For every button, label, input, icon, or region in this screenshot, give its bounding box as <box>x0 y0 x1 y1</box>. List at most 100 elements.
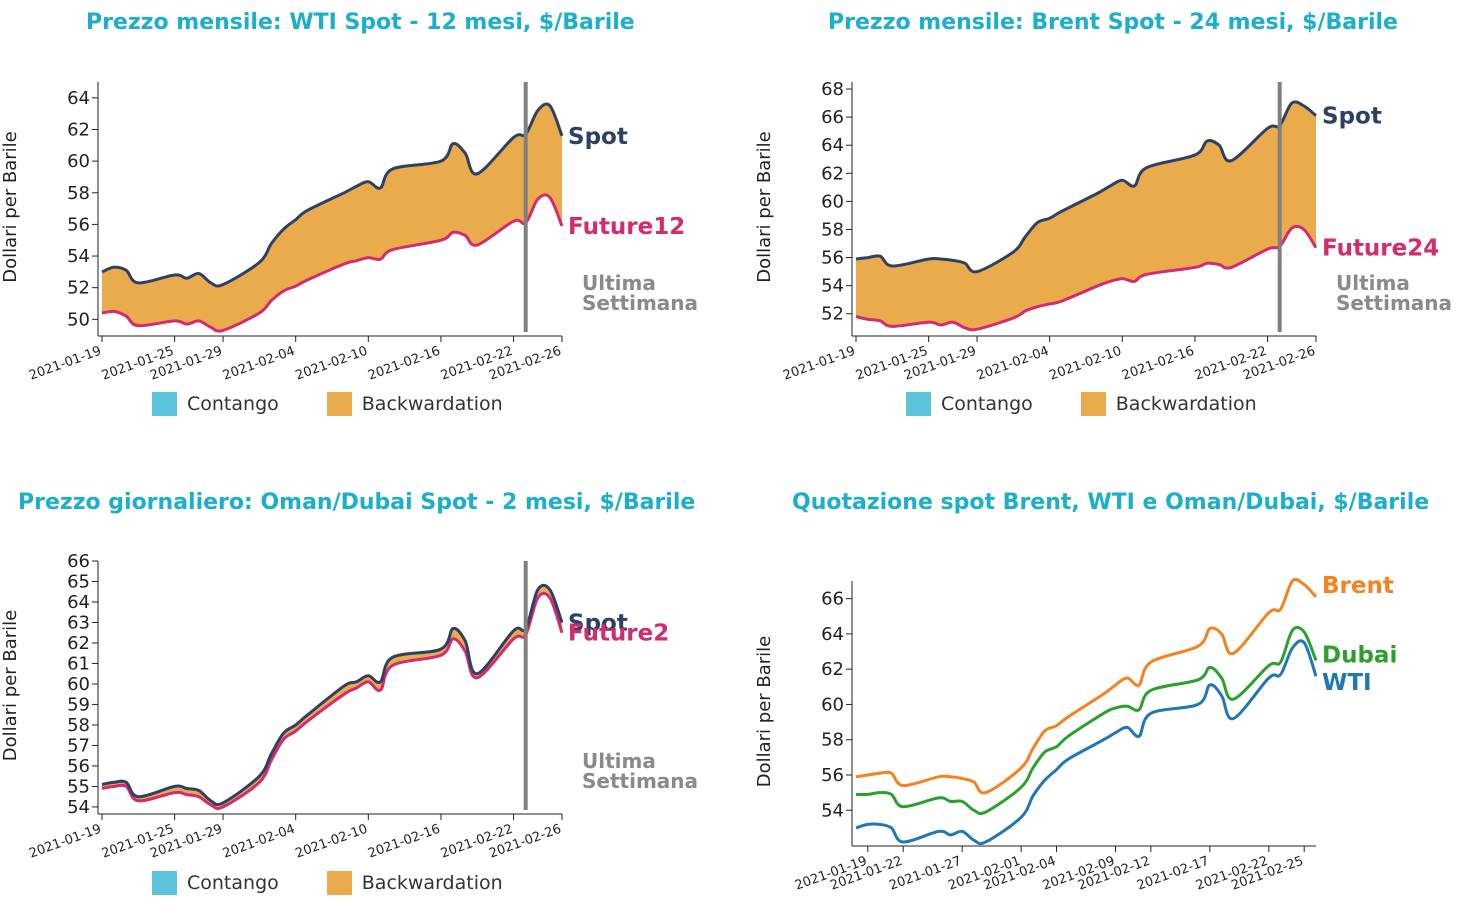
panel-dubai: Prezzo giornaliero: Oman/Dubai Spot - 2 … <box>0 458 742 917</box>
legend-label-contango: Contango <box>187 872 279 894</box>
spot-end-label: Spot <box>1322 104 1382 130</box>
legend-item-backwardation: Backwardation <box>326 392 503 416</box>
legend: Contango Backwardation <box>152 871 503 895</box>
x-tick-label: 2021-01-19 <box>781 344 857 384</box>
y-tick-label: 54 <box>67 246 90 267</box>
y-tick-label: 54 <box>821 276 844 297</box>
future-line <box>101 591 564 810</box>
y-tick-label: 56 <box>821 248 844 269</box>
y-tick-label: 60 <box>821 694 844 715</box>
panel-brent: Prezzo mensile: Brent Spot - 24 mesi, $/… <box>742 0 1484 450</box>
series-line-dubai <box>855 625 1318 816</box>
series-line-wti <box>855 639 1318 846</box>
y-tick-label: 58 <box>67 715 90 736</box>
y-tick-label: 52 <box>67 278 90 299</box>
series-line-brent <box>855 577 1318 795</box>
y-axis-label: Dollari per Barile <box>0 610 21 762</box>
y-tick-label: 62 <box>67 119 90 140</box>
contango-swatch <box>152 392 177 416</box>
legend: Contango Backwardation <box>152 392 503 416</box>
y-tick-label: 58 <box>821 730 844 751</box>
panel-comparison: Quotazione spot Brent, WTI e Oman/Dubai,… <box>742 458 1484 917</box>
chart-title: Prezzo mensile: Brent Spot - 24 mesi, $/… <box>828 10 1398 35</box>
chart-title: Prezzo giornaliero: Oman/Dubai Spot - 2 … <box>18 490 696 515</box>
y-axis-label: Dollari per Barile <box>0 131 21 283</box>
legend-label-backwardation: Backwardation <box>361 393 503 415</box>
future-line <box>855 224 1318 332</box>
future-end-label: Future2 <box>568 621 669 647</box>
spot-line <box>101 583 564 806</box>
y-tick-label: 54 <box>821 800 844 821</box>
legend-item-backwardation: Backwardation <box>1080 392 1257 416</box>
y-tick-label: 64 <box>67 88 90 109</box>
y-tick-label: 60 <box>67 674 90 695</box>
spot-line <box>855 100 1317 274</box>
backwardation-swatch <box>326 392 352 416</box>
week-label-line2: Settimana <box>582 769 698 793</box>
legend-item-contango: Contango <box>152 392 279 416</box>
x-tick-label: 2021-02-10 <box>1048 344 1124 384</box>
y-tick-label: 54 <box>67 797 90 818</box>
x-tick-label: 2021-02-16 <box>1120 344 1196 384</box>
future-line <box>101 193 564 333</box>
y-tick-label: 56 <box>67 214 90 235</box>
legend-label-backwardation: Backwardation <box>1115 393 1257 415</box>
y-tick-label: 52 <box>821 304 844 325</box>
x-tick-label: 2021-01-19 <box>27 344 103 384</box>
y-tick-label: 62 <box>821 163 844 184</box>
y-tick-label: 64 <box>821 135 844 156</box>
y-tick-label: 66 <box>67 551 90 572</box>
y-tick-label: 65 <box>67 571 90 592</box>
y-tick-label: 64 <box>67 592 90 613</box>
backwardation-area <box>856 101 1316 330</box>
legend-item-contango: Contango <box>152 871 279 895</box>
y-tick-label: 58 <box>67 183 90 204</box>
future-end-label: Future24 <box>1322 236 1439 262</box>
y-tick-label: 57 <box>67 735 90 756</box>
x-tick-label: 2021-02-10 <box>294 344 370 384</box>
week-label-line1: Ultima <box>582 749 656 773</box>
contango-swatch <box>906 392 931 416</box>
y-tick-label: 60 <box>821 191 844 212</box>
backwardation-swatch <box>326 871 352 895</box>
y-tick-label: 68 <box>821 79 844 100</box>
y-tick-label: 62 <box>821 659 844 680</box>
x-tick-label: 2021-02-16 <box>366 822 442 862</box>
series-end-label-wti: WTI <box>1322 670 1372 696</box>
x-tick-label: 2021-02-04 <box>975 344 1051 384</box>
y-tick-label: 66 <box>821 107 844 128</box>
spot-end-label: Spot <box>568 610 628 636</box>
x-tick-label: 2021-01-19 <box>27 822 103 862</box>
legend-label-contango: Contango <box>941 393 1033 415</box>
x-tick-label: 2021-02-04 <box>221 822 297 862</box>
series-end-label-dubai: Dubai <box>1322 642 1397 668</box>
week-label-line2: Settimana <box>1336 291 1452 315</box>
contango-swatch <box>152 871 177 895</box>
y-tick-label: 61 <box>67 653 90 674</box>
future-end-label: Future12 <box>568 214 685 240</box>
y-tick-label: 64 <box>821 624 844 645</box>
x-tick-label: 2021-02-04 <box>221 344 297 384</box>
panel-wti: Prezzo mensile: WTI Spot - 12 mesi, $/Ba… <box>0 0 742 450</box>
chart-title: Quotazione spot Brent, WTI e Oman/Dubai,… <box>792 490 1430 515</box>
y-tick-label: 66 <box>821 589 844 610</box>
y-tick-label: 60 <box>67 151 90 172</box>
legend-label-contango: Contango <box>187 393 279 415</box>
week-label-line2: Settimana <box>582 291 698 315</box>
y-tick-label: 58 <box>821 219 844 240</box>
x-tick-label: 2021-02-10 <box>294 822 370 862</box>
y-tick-label: 62 <box>67 633 90 654</box>
legend: Contango Backwardation <box>906 392 1257 416</box>
chart-comparison: BrentDubaiWTI545658606264662021-01-19202… <box>754 573 1397 894</box>
y-tick-label: 50 <box>67 309 90 330</box>
x-tick-label: 2021-02-16 <box>366 344 442 384</box>
spot-end-label: Spot <box>568 124 628 150</box>
y-tick-label: 59 <box>67 694 90 715</box>
y-axis-label: Dollari per Barile <box>754 131 775 283</box>
legend-item-backwardation: Backwardation <box>326 871 503 895</box>
y-tick-label: 56 <box>67 756 90 777</box>
legend-item-contango: Contango <box>906 392 1033 416</box>
y-tick-label: 56 <box>821 765 844 786</box>
